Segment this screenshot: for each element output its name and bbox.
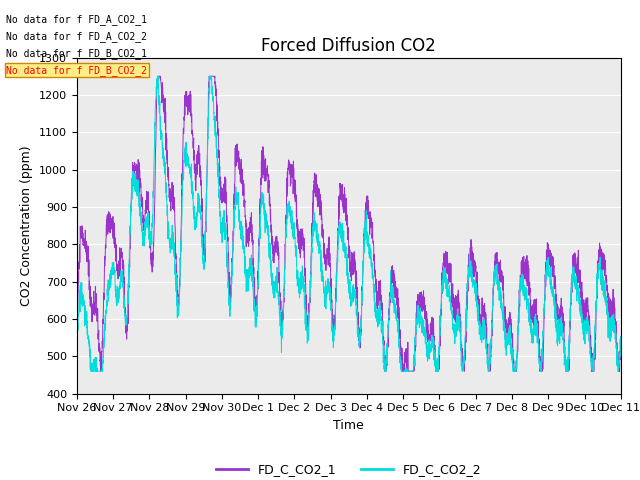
FD_C_CO2_2	[566, 336, 573, 342]
FD_C_CO2_1	[412, 326, 419, 332]
Text: No data for f FD_A_CO2_2: No data for f FD_A_CO2_2	[6, 31, 147, 42]
Legend: FD_C_CO2_1, FD_C_CO2_2: FD_C_CO2_1, FD_C_CO2_2	[211, 458, 486, 480]
FD_C_CO2_2	[190, 216, 198, 221]
FD_C_CO2_1	[73, 316, 81, 322]
Y-axis label: CO2 Concentration (ppm): CO2 Concentration (ppm)	[20, 145, 33, 306]
FD_C_CO2_2	[154, 73, 161, 79]
FD_C_CO2_2	[412, 323, 419, 329]
FD_C_CO2_1	[402, 357, 410, 362]
FD_C_CO2_2	[225, 296, 233, 301]
X-axis label: Time: Time	[333, 419, 364, 432]
FD_C_CO2_1	[225, 270, 233, 276]
Line: FD_C_CO2_1: FD_C_CO2_1	[77, 76, 621, 371]
FD_C_CO2_2	[402, 368, 410, 374]
FD_C_CO2_1	[190, 135, 198, 141]
Text: No data for f FD_B_CO2_2: No data for f FD_B_CO2_2	[6, 65, 147, 76]
FD_C_CO2_1	[154, 73, 161, 79]
Text: No data for f FD_B_CO2_1: No data for f FD_B_CO2_1	[6, 48, 147, 59]
FD_C_CO2_1	[97, 368, 105, 374]
FD_C_CO2_2	[87, 368, 95, 374]
Line: FD_C_CO2_2: FD_C_CO2_2	[77, 76, 621, 371]
FD_C_CO2_2	[617, 334, 625, 339]
FD_C_CO2_1	[617, 347, 625, 353]
FD_C_CO2_2	[617, 337, 625, 343]
FD_C_CO2_1	[566, 332, 573, 338]
FD_C_CO2_1	[617, 338, 625, 344]
FD_C_CO2_2	[73, 339, 81, 345]
Text: No data for f FD_A_CO2_1: No data for f FD_A_CO2_1	[6, 14, 147, 25]
Title: Forced Diffusion CO2: Forced Diffusion CO2	[261, 36, 436, 55]
